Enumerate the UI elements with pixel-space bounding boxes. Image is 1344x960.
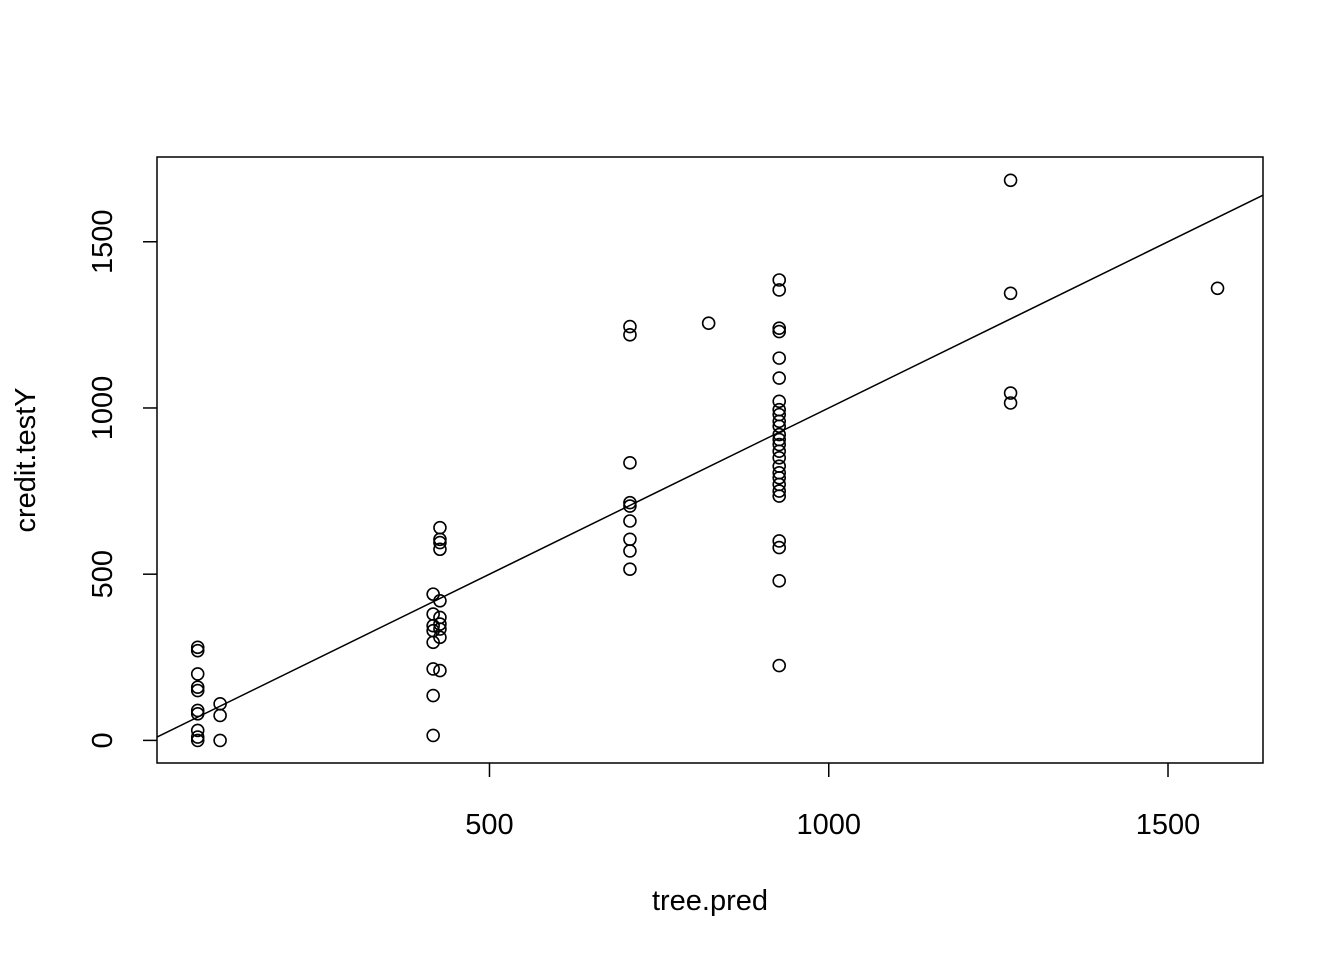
data-point bbox=[772, 658, 787, 673]
y-tick-label: 500 bbox=[87, 550, 119, 598]
data-point bbox=[772, 484, 787, 498]
data-point bbox=[772, 574, 787, 588]
x-tick-label: 1500 bbox=[1136, 809, 1201, 841]
data-point bbox=[772, 470, 787, 485]
y-axis-label: credit.testY bbox=[10, 387, 42, 532]
data-point bbox=[1003, 286, 1018, 301]
x-axis-label: tree.pred bbox=[652, 885, 768, 917]
data-point bbox=[190, 683, 205, 698]
data-point bbox=[772, 419, 787, 434]
data-point bbox=[772, 444, 787, 458]
data-point bbox=[623, 514, 637, 528]
y-tick-label: 1500 bbox=[87, 210, 119, 275]
data-point bbox=[190, 680, 205, 695]
points-layer bbox=[190, 173, 1225, 748]
data-point bbox=[772, 394, 787, 409]
data-point bbox=[190, 703, 205, 718]
data-point bbox=[623, 532, 637, 547]
data-point bbox=[190, 640, 205, 655]
data-point bbox=[190, 707, 205, 721]
plot-frame bbox=[156, 156, 1264, 764]
data-point bbox=[1210, 281, 1225, 296]
data-point bbox=[772, 414, 787, 429]
data-point bbox=[433, 663, 447, 678]
data-point bbox=[772, 540, 787, 555]
data-point bbox=[623, 456, 637, 470]
data-point bbox=[190, 643, 205, 658]
data-point bbox=[772, 351, 787, 365]
data-point bbox=[623, 544, 637, 558]
data-point bbox=[433, 630, 447, 645]
data-point bbox=[772, 283, 787, 297]
data-point bbox=[426, 635, 440, 650]
data-point bbox=[190, 723, 205, 738]
data-point bbox=[1003, 386, 1018, 400]
data-point bbox=[701, 316, 716, 331]
data-point bbox=[772, 273, 787, 287]
data-point bbox=[433, 532, 447, 547]
data-point bbox=[772, 489, 787, 503]
data-point bbox=[433, 617, 447, 631]
data-point bbox=[426, 688, 440, 703]
data-point bbox=[772, 451, 787, 465]
data-point bbox=[190, 733, 205, 748]
data-point bbox=[623, 499, 637, 513]
data-point bbox=[433, 622, 447, 636]
y-tick-label: 0 bbox=[87, 732, 119, 748]
data-point bbox=[426, 662, 440, 676]
fit-line-layer bbox=[156, 194, 1264, 738]
data-point bbox=[190, 730, 205, 744]
x-tick-label: 1000 bbox=[796, 809, 861, 841]
y-axis: 0 500 1000 1500 bbox=[87, 210, 157, 748]
data-point bbox=[190, 667, 205, 681]
data-point bbox=[772, 321, 787, 335]
data-point bbox=[772, 371, 787, 385]
data-point bbox=[772, 437, 787, 452]
data-point bbox=[426, 618, 440, 633]
data-point bbox=[433, 535, 447, 550]
data-point bbox=[433, 520, 447, 535]
data-point bbox=[213, 733, 227, 748]
x-axis: 500 1000 1500 bbox=[465, 763, 1200, 841]
fit-line bbox=[156, 194, 1264, 738]
data-point bbox=[772, 427, 787, 442]
data-point bbox=[433, 542, 447, 557]
data-point bbox=[433, 593, 447, 608]
data-point bbox=[772, 324, 787, 339]
data-point bbox=[623, 495, 637, 510]
data-point bbox=[426, 728, 440, 743]
data-point bbox=[1003, 173, 1018, 188]
data-point bbox=[772, 534, 787, 548]
data-point bbox=[623, 319, 637, 334]
data-point bbox=[623, 562, 637, 576]
data-point bbox=[426, 587, 440, 601]
data-point bbox=[1003, 396, 1018, 410]
data-point bbox=[213, 708, 227, 723]
x-tick-label: 500 bbox=[465, 809, 513, 841]
y-tick-label: 1000 bbox=[87, 376, 119, 441]
data-point bbox=[623, 328, 637, 342]
